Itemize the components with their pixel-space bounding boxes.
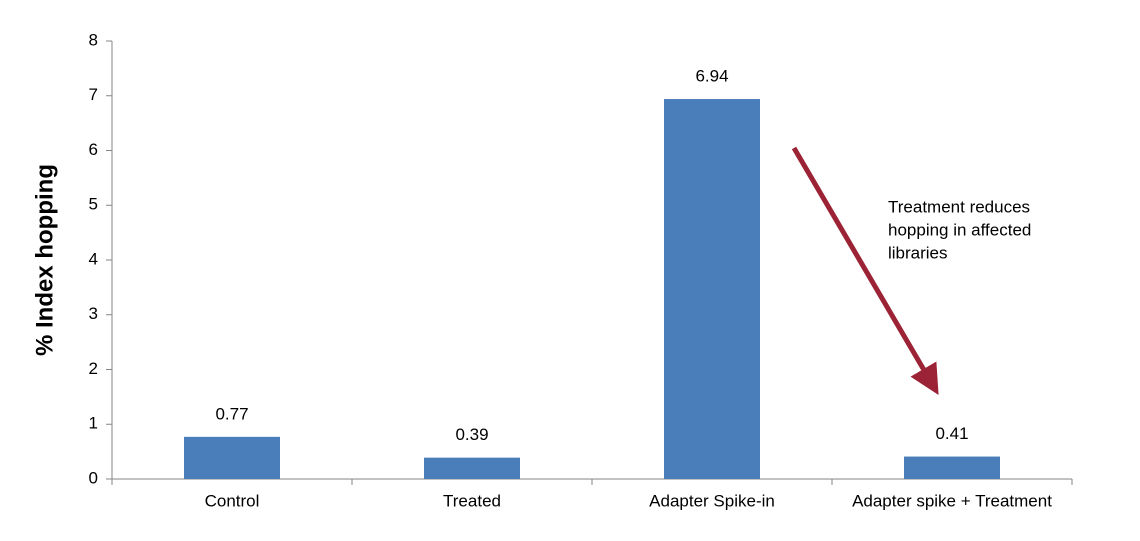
x-tick-label: Control	[205, 491, 260, 510]
y-tick-label: 6	[89, 140, 98, 159]
y-tick-label: 2	[89, 359, 98, 378]
y-tick-label: 1	[89, 414, 98, 433]
x-tick-label: Treated	[443, 491, 501, 510]
y-tick-label: 4	[89, 249, 98, 268]
bar	[184, 436, 280, 479]
y-tick-label: 7	[89, 85, 98, 104]
data-label: 0.77	[215, 404, 248, 423]
y-tick-label: 0	[89, 468, 98, 487]
annotation-arrow	[791, 146, 939, 395]
x-tick-label: Adapter Spike-in	[649, 491, 775, 510]
bar	[904, 456, 1000, 479]
x-tick-label: Adapter spike + Treatment	[852, 491, 1052, 510]
annotation: hopping in affected	[888, 220, 1031, 239]
y-tick-label: 5	[89, 195, 98, 214]
data-label: 6.94	[695, 67, 728, 86]
data-label: 0.41	[935, 424, 968, 443]
annotation: libraries	[888, 243, 948, 262]
y-tick-label: 8	[89, 30, 98, 49]
bar	[424, 457, 520, 479]
annotation: Treatment reduces	[888, 197, 1030, 216]
data-label: 0.39	[455, 425, 488, 444]
y-tick-label: 3	[89, 304, 98, 323]
y-axis-label: % Index hopping	[31, 164, 58, 356]
bar	[664, 99, 760, 479]
